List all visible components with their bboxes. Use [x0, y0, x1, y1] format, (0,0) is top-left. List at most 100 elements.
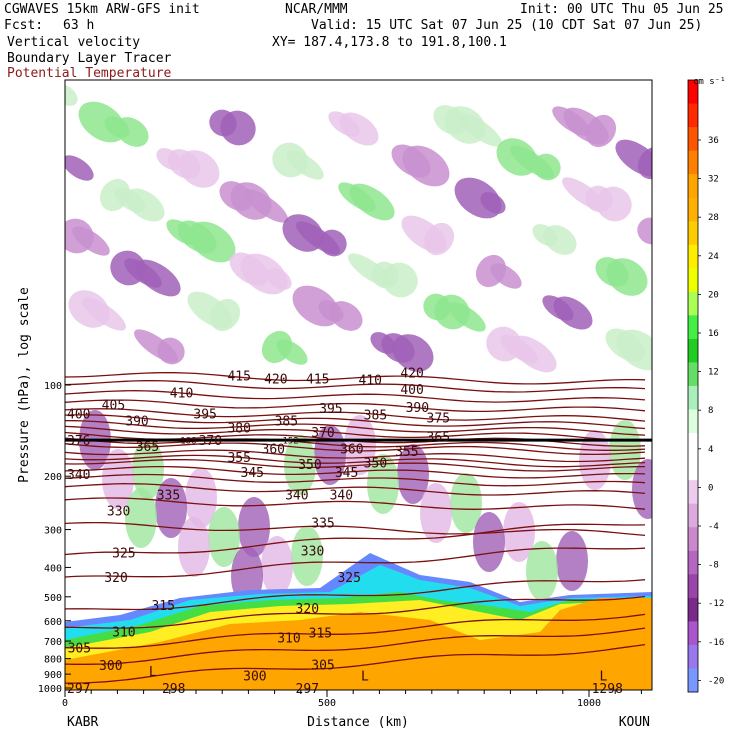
velocity-blob [348, 253, 392, 287]
contour-label: 188 [180, 436, 196, 446]
velocity-blob [102, 449, 134, 509]
colorbar-tick-label: -4 [708, 522, 719, 532]
colorbar-swatch [688, 456, 698, 481]
velocity-blob [486, 326, 522, 362]
velocity-blob [78, 101, 126, 143]
field-potential-temperature: Potential Temperature [7, 66, 172, 81]
colorbar-swatch [688, 527, 698, 552]
contour-label: 325 [337, 571, 360, 586]
velocity-blob [261, 536, 293, 596]
y-tick-label: 1000 [38, 684, 62, 695]
velocity-blob [134, 329, 178, 363]
velocity-blob [99, 178, 131, 212]
contour-label: 310 [112, 625, 135, 640]
y-tick-label: 200 [44, 472, 62, 483]
isentrope-390 [65, 419, 646, 436]
contour-label: 355 [227, 451, 250, 466]
colorbar-swatch [688, 433, 698, 458]
contour-label: 420 [400, 367, 423, 382]
contour-label: 340 [67, 468, 90, 483]
y-tick-label: 600 [44, 617, 62, 628]
velocity-blob [219, 181, 253, 211]
colorbar-tick-label: 32 [708, 175, 719, 185]
colorbar-swatch [688, 244, 698, 269]
colorbar-swatch [688, 644, 698, 669]
colorbar-swatch [688, 362, 698, 387]
isentrope-400 [65, 408, 646, 422]
velocity-blob [110, 250, 146, 286]
colorbar-swatch [688, 480, 698, 505]
velocity-blob [166, 219, 198, 245]
colorbar-tick-label: 20 [708, 290, 719, 300]
left-endpoint-label: KABR [67, 715, 98, 730]
velocity-blob [391, 144, 431, 178]
contour-label: 315 [309, 626, 332, 641]
colorbar-swatch [688, 291, 698, 316]
isentrope-345 [65, 473, 646, 487]
contour-label: 300 [243, 670, 266, 685]
velocity-blob [420, 483, 452, 543]
contour-label: 410 [358, 374, 381, 389]
contour-label: 365 [136, 440, 159, 455]
colorbar: 36 32 28 24 20 16 12 8 4 0 -4 -8 -12 -16 -20 [687, 79, 724, 693]
velocity-blob [496, 138, 538, 176]
colorbar-swatch [688, 409, 698, 434]
y-tick-label: 300 [44, 526, 62, 537]
contour-label: 335 [157, 489, 180, 504]
velocity-blob [475, 254, 507, 288]
colorbar-swatch [688, 597, 698, 622]
velocity-blob [605, 328, 645, 362]
isentrope-325 [65, 523, 646, 556]
velocity-blob [503, 502, 535, 562]
velocity-blob [473, 512, 505, 572]
contour-label: 350 [298, 458, 321, 473]
isentrope-335 [65, 497, 646, 510]
contour-label: 375 [427, 411, 450, 426]
valid-time: Valid: 15 UTC Sat 07 Jun 25 (10 CDT Sat … [311, 18, 703, 33]
velocity-blob [65, 84, 78, 106]
isentrope-415 [65, 380, 646, 393]
contour-label: 152 [282, 436, 298, 446]
contour-label: 330 [301, 545, 324, 560]
contour-label: L [149, 665, 157, 680]
contour-label: 340 [285, 489, 308, 504]
contour-label: 355 [395, 445, 418, 460]
velocity-blob [65, 155, 94, 181]
colorbar-tick-label: -16 [708, 638, 724, 648]
colorbar-swatch [688, 268, 698, 293]
isentrope-385 [65, 425, 646, 442]
contour-label: 385 [275, 415, 298, 430]
colorbar-unit: cm s⁻¹ [693, 77, 726, 87]
x-axis: 0 500 1000 [62, 690, 642, 709]
velocity-blob [261, 330, 293, 364]
velocity-blob [562, 177, 606, 211]
colorbar-swatch [688, 621, 698, 646]
contour-label: 395 [193, 407, 216, 422]
isentrope-330 [65, 521, 646, 537]
contour-label: 380 [227, 421, 250, 436]
velocity-blob [185, 468, 217, 528]
contour-label: 400 [67, 407, 90, 422]
contour-label: 320 [296, 602, 319, 617]
right-endpoint-label: KOUN [619, 715, 650, 730]
colorbar-swatch [688, 103, 698, 128]
velocity-blob [282, 214, 324, 252]
forecast-label: Fcst: [4, 18, 44, 33]
velocity-blob [328, 111, 360, 137]
velocity-blob [542, 295, 574, 321]
isentrope-310 [65, 595, 646, 629]
y-tick-label: 800 [44, 655, 62, 666]
isentrope-395 [65, 414, 646, 430]
velocity-blob [338, 182, 376, 212]
velocity-blob [284, 435, 316, 495]
velocity-blob [401, 215, 447, 253]
isentrope-370 [65, 442, 646, 456]
colorbar-swatch [688, 668, 698, 693]
isentrope-305 [65, 613, 646, 649]
colorbar-swatch [688, 574, 698, 599]
contour-label: 395 [319, 402, 342, 417]
colorbar-swatch [688, 150, 698, 175]
contour-label: 370 [199, 434, 222, 449]
velocity-blob [632, 459, 652, 519]
